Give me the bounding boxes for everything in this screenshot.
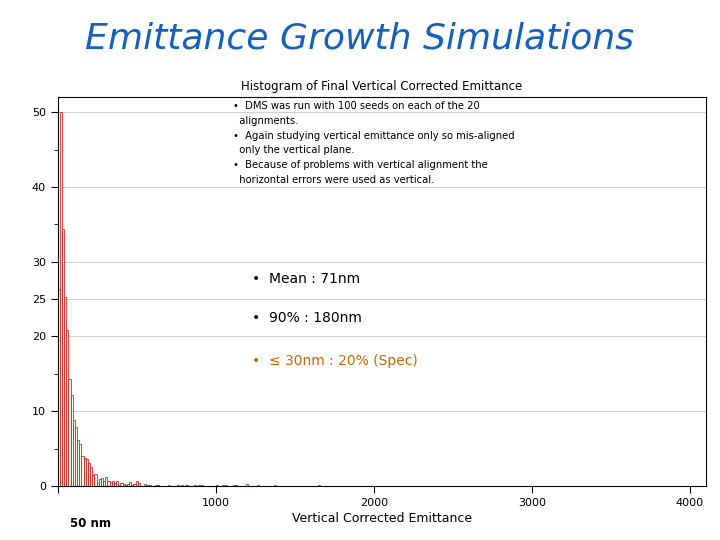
Bar [116,482,118,486]
Bar [148,485,150,486]
Bar [92,475,94,486]
Bar [84,457,86,486]
Bar [77,440,79,486]
Bar [233,485,235,486]
Bar [127,484,129,486]
X-axis label: Vertical Corrected Emittance: Vertical Corrected Emittance [292,512,472,525]
Bar [58,289,60,486]
Bar [246,484,248,486]
Bar [94,474,96,486]
Bar [274,485,276,486]
Bar [107,481,109,486]
Bar [157,485,159,486]
Bar [60,112,62,486]
Bar [129,482,131,486]
Bar [62,228,64,486]
Bar [144,484,146,486]
Bar [257,485,259,486]
Bar [120,483,122,486]
Bar [112,482,114,486]
Bar [68,379,71,486]
Text: Histogram of Final Vertical Corrected Emittance: Histogram of Final Vertical Corrected Em… [241,80,522,93]
Bar [199,485,201,486]
Bar [201,485,203,486]
Bar [235,485,238,486]
Bar [71,395,73,486]
Bar [131,485,133,486]
Bar [318,485,320,486]
Bar [114,483,116,486]
Bar [109,482,112,486]
Bar [177,485,179,486]
Bar [155,485,157,486]
Bar [96,483,99,486]
Bar [168,485,171,486]
Text: •  ≤ 30nm : 20% (Spec): • ≤ 30nm : 20% (Spec) [252,354,418,368]
Bar [181,485,184,486]
Bar [79,444,81,486]
Bar [133,484,135,486]
Bar [135,481,138,486]
Bar [105,477,107,486]
Bar [64,297,66,486]
Bar [122,484,125,486]
Text: •  Mean : 71nm

•  90% : 180nm: • Mean : 71nm • 90% : 180nm [252,272,362,325]
Bar [222,485,225,486]
Bar [101,478,103,486]
Bar [75,427,77,486]
Bar [103,481,105,486]
Text: 50 nm: 50 nm [71,517,112,530]
Bar [88,463,90,486]
Bar [90,467,92,486]
Bar [73,420,75,486]
Bar [125,485,127,486]
Text: •  DMS was run with 100 seeds on each of the 20
  alignments.
•  Again studying : • DMS was run with 100 seeds on each of … [233,101,514,185]
Bar [146,485,148,486]
Bar [225,485,227,486]
Bar [138,483,140,486]
Bar [86,458,88,486]
Bar [99,478,101,486]
Bar [118,485,120,486]
Bar [66,330,68,486]
Bar [216,485,218,486]
Bar [81,456,84,486]
Bar [194,485,197,486]
Bar [186,485,188,486]
Text: Emittance Growth Simulations: Emittance Growth Simulations [86,22,634,56]
